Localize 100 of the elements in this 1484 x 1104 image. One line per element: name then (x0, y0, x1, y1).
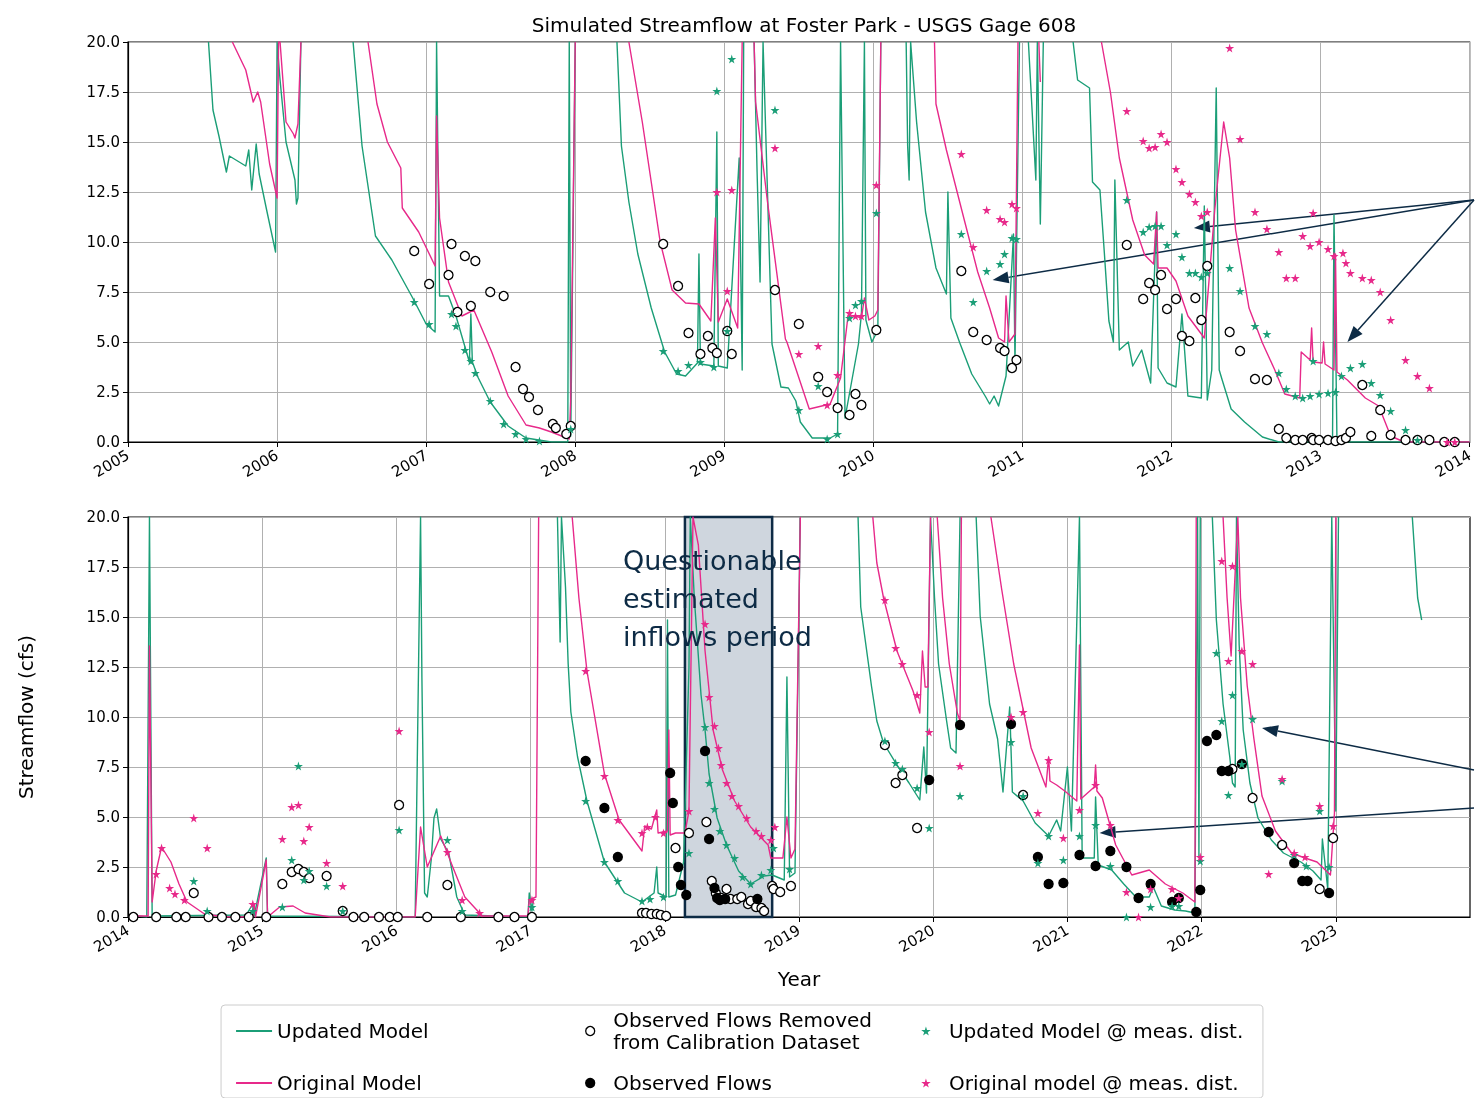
y-tick-label: 17.5 (86, 83, 120, 101)
point (968, 242, 978, 252)
point (1150, 142, 1160, 152)
y-tick-label: 7.5 (96, 283, 120, 301)
point (1138, 136, 1148, 146)
y-tick-label: 20.0 (86, 33, 120, 51)
y-tick-label: 5.0 (96, 808, 120, 826)
y-tick-label: 2.5 (96, 858, 120, 876)
y-tick-label: 10.0 (86, 233, 120, 251)
point (1308, 208, 1318, 218)
point (871, 180, 881, 190)
legend-label: Original model @ meas. dist. (948, 1071, 1239, 1095)
point (1201, 735, 1213, 747)
point (1202, 207, 1212, 217)
point (612, 851, 623, 863)
legend-label: Observed Flows (613, 1071, 772, 1095)
point (822, 400, 832, 410)
point (982, 205, 992, 215)
point (1375, 287, 1385, 297)
y-tick-label: 2.5 (96, 383, 120, 401)
point (727, 185, 737, 195)
point (770, 143, 780, 153)
y-tick-label: 5.0 (96, 333, 120, 351)
point (1191, 906, 1202, 918)
point (1290, 273, 1300, 283)
point (1263, 826, 1274, 838)
point (1171, 164, 1181, 174)
point (1005, 718, 1017, 730)
point (845, 308, 855, 318)
point (1074, 849, 1085, 861)
point (599, 802, 610, 814)
point (1121, 861, 1132, 873)
point (1298, 231, 1308, 241)
point (580, 755, 591, 767)
point (924, 774, 935, 786)
point (681, 889, 692, 901)
point (675, 879, 687, 891)
point (1177, 177, 1187, 187)
point (1424, 383, 1434, 393)
point (1211, 729, 1222, 741)
point (1058, 877, 1069, 889)
point (954, 719, 966, 731)
point (1401, 355, 1411, 365)
x-axis-title: Year (776, 967, 821, 991)
point (720, 893, 731, 905)
point (833, 370, 843, 380)
y-tick-label: 12.5 (86, 183, 120, 201)
chart-title: Simulated Streamflow at Foster Park - USGS Gage 608 (531, 13, 1077, 37)
point (1305, 241, 1315, 251)
point (1366, 275, 1376, 285)
point (1314, 237, 1324, 247)
legend-label: Observed Flows Removed from Calibration Dataset (613, 1008, 879, 1054)
point (1190, 197, 1200, 207)
point (956, 149, 966, 159)
point (1000, 217, 1010, 227)
point (673, 861, 684, 873)
point (1262, 224, 1272, 234)
point (699, 745, 711, 757)
point (703, 833, 715, 845)
y-tick-label: 12.5 (86, 658, 120, 676)
y-tick-label: 15.0 (86, 608, 120, 626)
point (1329, 251, 1339, 261)
point (665, 767, 676, 779)
point (1412, 371, 1422, 381)
point (712, 187, 722, 197)
point (1144, 143, 1154, 153)
point (1043, 878, 1054, 890)
legend-label: Updated Model (277, 1019, 429, 1043)
point (794, 349, 804, 359)
point (1289, 857, 1300, 869)
point (722, 286, 732, 296)
point (1156, 129, 1166, 139)
point (1195, 884, 1206, 896)
point (1323, 887, 1335, 899)
point (1274, 247, 1284, 257)
point (1196, 211, 1206, 221)
point (1122, 106, 1132, 116)
point (1323, 244, 1333, 254)
point (1281, 273, 1291, 283)
y-tick-label: 0.0 (96, 908, 120, 926)
point (1341, 258, 1351, 268)
point (1345, 268, 1355, 278)
point (1357, 273, 1367, 283)
legend-label: Original Model (277, 1071, 422, 1095)
point (1105, 845, 1116, 857)
point (1250, 207, 1260, 217)
point (1184, 189, 1194, 199)
point (667, 797, 678, 809)
point (1386, 315, 1396, 325)
point (1090, 860, 1101, 872)
y-tick-label: 15.0 (86, 133, 120, 151)
y-axis-title: Streamflow (cfs) (14, 635, 38, 799)
y-tick-label: 10.0 (86, 708, 120, 726)
y-tick-label: 0.0 (96, 433, 120, 451)
point (1162, 137, 1172, 147)
point (1338, 248, 1348, 258)
legend-label: Updated Model @ meas. dist. (948, 1019, 1244, 1043)
point (813, 341, 823, 351)
y-tick-label: 20.0 (86, 508, 120, 526)
y-tick-label: 17.5 (86, 558, 120, 576)
